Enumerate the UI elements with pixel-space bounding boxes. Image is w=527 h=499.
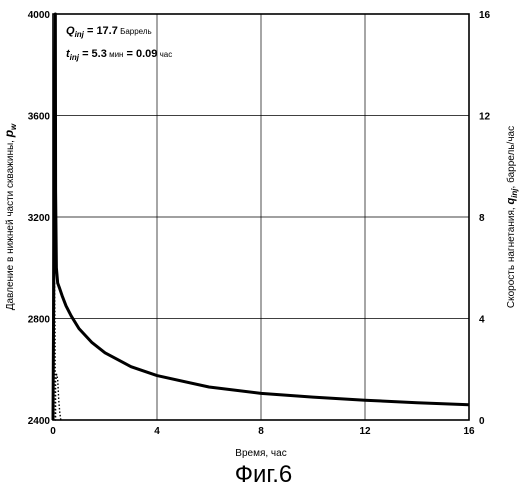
annotation-t-value: = 5.3 (79, 48, 107, 60)
x-tick-label: 4 (154, 426, 160, 437)
y-left-axis-title: Давление в нижней части скважины, pw (2, 123, 18, 310)
y-left-tick-label: 2800 (28, 315, 51, 326)
annotation-t-unit: мин (107, 50, 124, 59)
y-left-tick-label: 4000 (28, 10, 51, 21)
y-left-axis-title-text: Давление в нижней части скважины, (5, 137, 16, 310)
y-right-tick-label: 8 (479, 213, 485, 224)
x-tick-label: 8 (258, 426, 264, 437)
x-axis-title: Время, час (235, 448, 286, 459)
y-right-axis-title: Скорость нагнетания, qinj, баррель/час (505, 126, 519, 308)
chart: 0 4 8 12 16 2400 2800 3200 3600 4000 0 4 8 12 16 Qinj … (0, 0, 527, 460)
annotation-t-inj: tinj = 5.3 мин = 0.09 час (66, 48, 172, 62)
y-left-tick-label: 3600 (28, 112, 51, 123)
figure-caption: Фиг.6 (0, 461, 527, 489)
y-right-axis-title-suffix: , баррель/час (505, 126, 517, 189)
y-left-tick-label: 3200 (28, 213, 51, 224)
y-right-axis-title-prefix: Скорость нагнетания, (506, 205, 517, 309)
annotation-t-unit2: час (157, 50, 172, 59)
x-tick-label: 0 (50, 426, 56, 437)
annotation-q-unit: Баррель (118, 27, 152, 36)
y-right-tick-label: 0 (479, 416, 485, 427)
y-right-tick-label: 12 (479, 112, 491, 123)
annotation-t-eq: = 0.09 (123, 48, 157, 60)
y-left-axis-title-sub: w (9, 123, 18, 130)
y-right-tick-label: 16 (479, 10, 491, 21)
annotation-q-value: = 17.7 (84, 25, 118, 37)
y-right-tick-label: 4 (479, 315, 485, 326)
ticks: 0 4 8 12 16 2400 2800 3200 3600 4000 0 4 8 12 16 (28, 10, 491, 437)
annotation-q-inj: Qinj = 17.7 Баррель (66, 25, 152, 39)
x-tick-label: 12 (359, 426, 371, 437)
x-tick-label: 16 (463, 426, 475, 437)
y-left-axis-title-symbol: p (2, 130, 16, 138)
y-left-tick-label: 2400 (28, 416, 51, 427)
